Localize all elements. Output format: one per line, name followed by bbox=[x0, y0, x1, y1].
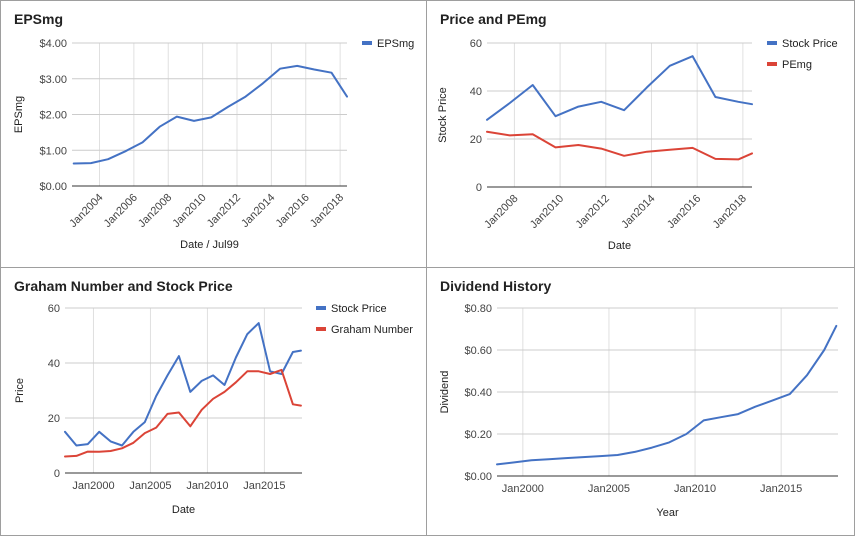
y-tick-label: 0 bbox=[54, 468, 60, 480]
x-tick-label: Jan2018 bbox=[711, 193, 749, 231]
y-tick-label: $2.00 bbox=[39, 110, 67, 122]
x-tick-label: Jan2005 bbox=[129, 480, 171, 492]
series-line-stock-price bbox=[486, 55, 753, 121]
x-tick-label: Jan2010 bbox=[186, 480, 228, 492]
legend-swatch bbox=[362, 41, 372, 45]
x-tick-label: Jan2014 bbox=[619, 193, 657, 231]
x-tick-label: Jan2000 bbox=[72, 480, 114, 492]
x-tick-label: Jan2008 bbox=[482, 193, 520, 231]
chart-title: Graham Number and Stock Price bbox=[14, 278, 233, 294]
x-axis-title: Year bbox=[656, 507, 679, 519]
y-tick-label: $0.00 bbox=[464, 471, 492, 483]
chart-title: EPSmg bbox=[14, 11, 63, 27]
x-axis-title: Date / Jul99 bbox=[180, 239, 239, 251]
legend-label: Stock Price bbox=[331, 303, 387, 315]
x-axis-title: Date bbox=[608, 240, 631, 252]
y-tick-label: $0.20 bbox=[464, 429, 492, 441]
legend-label: Graham Number bbox=[331, 324, 413, 336]
x-tick-label: Jan2016 bbox=[274, 192, 312, 230]
y-tick-label: $0.80 bbox=[464, 303, 492, 315]
y-axis-title: Stock Price bbox=[437, 87, 449, 143]
series-line-epsmg bbox=[72, 64, 348, 165]
legend-label: Stock Price bbox=[782, 38, 838, 50]
x-tick-label: Jan2005 bbox=[588, 483, 630, 495]
legend-swatch bbox=[767, 41, 777, 45]
chart-eps: EPSmg$0.00$1.00$2.00$3.00$4.00Jan2004Jan… bbox=[13, 11, 414, 251]
series-line-dividend bbox=[496, 324, 838, 466]
y-tick-label: $0.00 bbox=[39, 181, 67, 193]
x-tick-label: Jan2012 bbox=[574, 193, 612, 231]
panel-dividend-frame bbox=[426, 267, 855, 536]
y-tick-label: 40 bbox=[48, 358, 60, 370]
y-tick-label: $0.60 bbox=[464, 345, 492, 357]
x-tick-label: Jan2015 bbox=[760, 483, 802, 495]
series-line-pemg bbox=[486, 130, 753, 161]
y-tick-label: 60 bbox=[470, 38, 482, 50]
x-tick-label: Jan2010 bbox=[674, 483, 716, 495]
x-tick-label: Jan2000 bbox=[502, 483, 544, 495]
legend-swatch bbox=[767, 62, 777, 66]
legend-label: EPSmg bbox=[377, 38, 414, 50]
y-tick-label: $3.00 bbox=[39, 74, 67, 86]
legend-label: PEmg bbox=[782, 59, 812, 71]
y-tick-label: 20 bbox=[470, 134, 482, 146]
x-tick-label: Jan2004 bbox=[67, 192, 105, 230]
y-tick-label: 0 bbox=[476, 182, 482, 194]
x-tick-label: Jan2010 bbox=[170, 192, 208, 230]
x-tick-label: Jan2008 bbox=[136, 192, 174, 230]
x-tick-label: Jan2018 bbox=[308, 192, 346, 230]
x-axis-title: Date bbox=[172, 504, 195, 516]
x-tick-label: Jan2014 bbox=[239, 192, 277, 230]
x-tick-label: Jan2015 bbox=[243, 480, 285, 492]
y-tick-label: $4.00 bbox=[39, 38, 67, 50]
y-tick-label: 40 bbox=[470, 86, 482, 98]
y-tick-label: $1.00 bbox=[39, 145, 67, 157]
y-axis-title: Dividend bbox=[439, 371, 451, 414]
x-tick-label: Jan2016 bbox=[665, 193, 703, 231]
legend-swatch bbox=[316, 327, 326, 331]
y-tick-label: 20 bbox=[48, 413, 60, 425]
y-axis-title: Price bbox=[14, 378, 26, 403]
x-tick-label: Jan2012 bbox=[205, 192, 243, 230]
y-tick-label: 60 bbox=[48, 303, 60, 315]
x-tick-label: Jan2006 bbox=[102, 192, 140, 230]
y-axis-title: EPSmg bbox=[13, 96, 25, 133]
series-line-stock-price bbox=[64, 322, 302, 447]
panel-eps-frame bbox=[0, 0, 427, 268]
chart-graham: Graham Number and Stock Price 0 20 40 60 Jan2… bbox=[14, 278, 413, 516]
y-tick-label: $0.40 bbox=[464, 387, 492, 399]
chart-title: Dividend History bbox=[440, 278, 551, 294]
chart-title: Price and PEmg bbox=[440, 11, 547, 27]
x-tick-label: Jan2010 bbox=[528, 193, 566, 231]
series-line-graham-number bbox=[64, 368, 302, 458]
legend-swatch bbox=[316, 306, 326, 310]
chart-dividend: Dividend History $0.00 $0.20 $0.40 $0.60 $0.8… bbox=[439, 278, 838, 519]
